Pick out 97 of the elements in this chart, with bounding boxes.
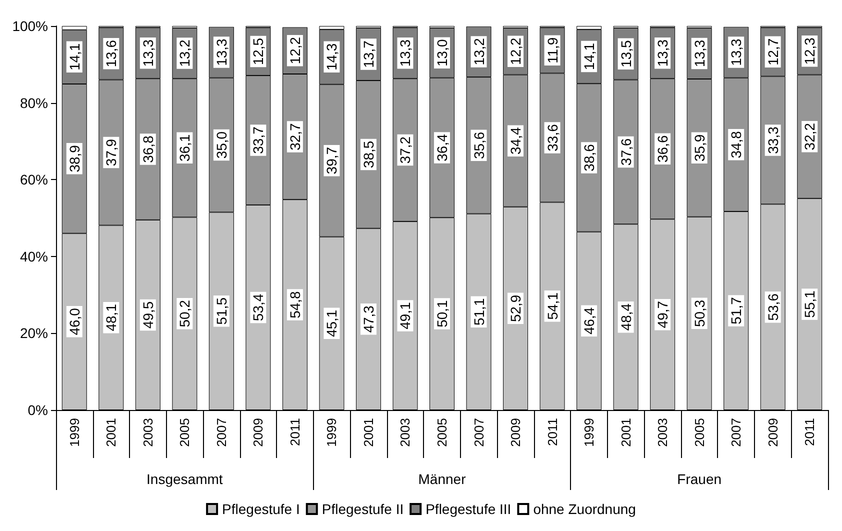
text: Männer — [418, 471, 466, 487]
data-label: 13,0 — [434, 39, 450, 67]
data-label: 47,3 — [360, 305, 376, 333]
data-label: 13,3 — [140, 39, 156, 67]
data-label: 53,6 — [764, 293, 781, 321]
data-label: 32,7 — [286, 122, 303, 150]
data-label: 36,8 — [140, 135, 156, 163]
data-label: 49,1 — [397, 302, 414, 330]
data-label: 54,8 — [286, 290, 303, 318]
x-tick-label: 1999 — [66, 418, 82, 447]
text: Frauen — [677, 471, 722, 487]
data-label: 11,9 — [544, 37, 560, 64]
y-tick-label: 20% — [20, 325, 48, 342]
data-label: 12,2 — [508, 38, 524, 65]
data-label: 34,4 — [508, 126, 524, 154]
legend-label: Pflegestufe I — [222, 501, 300, 517]
data-label: 53,4 — [250, 294, 266, 322]
x-tick-label: 1999 — [582, 418, 597, 447]
data-label: 38,9 — [66, 144, 82, 172]
y-tick-label: 40% — [20, 248, 48, 264]
x-tick-label: 2009 — [765, 418, 780, 447]
data-label: 49,5 — [140, 301, 156, 329]
x-tick-label: 2011 — [802, 418, 818, 446]
legend-label: Pflegestufe III — [426, 501, 512, 517]
x-tick-label: 2007 — [471, 418, 486, 447]
data-label: 13,3 — [691, 40, 708, 68]
data-label: 45,1 — [324, 310, 340, 338]
x-tick-label: 2005 — [434, 418, 450, 447]
x-tick-label: 2011 — [287, 418, 302, 446]
x-tick-label: 2003 — [140, 418, 156, 447]
data-label: 13,3 — [213, 38, 230, 66]
x-tick-label: 2011 — [544, 418, 560, 446]
y-tick-label: 80% — [20, 94, 48, 111]
data-label: 37,2 — [397, 136, 414, 164]
data-label: 37,6 — [618, 138, 634, 166]
data-label: 51,7 — [728, 296, 744, 324]
x-tick-label: 2007 — [728, 418, 744, 447]
data-label: 13,2 — [176, 39, 193, 67]
legend-label: Pflegestufe II — [322, 501, 404, 517]
y-tick-label: 60% — [20, 172, 48, 188]
data-label: 13,3 — [397, 39, 414, 67]
data-label: 33,6 — [544, 124, 560, 152]
data-label: 14,1 — [581, 42, 598, 70]
data-label: 50,1 — [434, 300, 450, 328]
data-label: 35,6 — [470, 132, 487, 160]
data-label: 36,4 — [434, 134, 450, 162]
data-label: 51,1 — [470, 298, 487, 326]
x-tick-label: 1999 — [324, 418, 340, 447]
data-label: 33,3 — [764, 126, 781, 154]
data-label: 52,9 — [508, 294, 524, 322]
data-label: 37,9 — [103, 138, 120, 166]
data-label: 49,7 — [654, 300, 671, 328]
text: Insgesammt — [146, 471, 223, 487]
data-label: 54,1 — [544, 292, 560, 320]
data-label: 51,5 — [213, 297, 230, 325]
data-label: 13,6 — [103, 40, 120, 68]
x-tick-label: 2001 — [104, 418, 119, 447]
data-label: 50,2 — [176, 300, 193, 328]
x-tick-label: 2005 — [177, 418, 192, 447]
data-label: 38,6 — [581, 144, 598, 172]
data-label: 50,3 — [691, 300, 708, 328]
legend-label: ohne Zuordnung — [533, 501, 636, 517]
data-label: 35,9 — [691, 134, 708, 162]
data-label: 13,2 — [470, 38, 487, 66]
data-label: 48,1 — [103, 304, 120, 332]
data-label: 13,3 — [728, 38, 744, 66]
data-label: 46,0 — [66, 308, 82, 336]
data-label: 33,7 — [250, 126, 266, 154]
y-tick-label: 0% — [28, 402, 48, 418]
data-label: 39,7 — [324, 146, 340, 174]
data-label: 12,5 — [250, 38, 266, 66]
x-tick-label: 2001 — [618, 418, 634, 447]
data-label: 32,2 — [802, 122, 818, 150]
data-label: 14,1 — [66, 43, 82, 71]
data-label: 13,5 — [618, 40, 634, 68]
data-label: 46,4 — [581, 307, 598, 335]
x-tick-label: 2001 — [360, 418, 376, 447]
data-label: 14,3 — [324, 43, 340, 71]
data-label: 12,7 — [764, 38, 781, 66]
x-tick-label: 2003 — [398, 418, 413, 447]
data-label: 12,2 — [286, 36, 303, 64]
data-label: 34,8 — [728, 130, 744, 158]
data-label: 13,3 — [654, 39, 671, 67]
data-label: 55,1 — [802, 290, 818, 318]
data-label: 13,7 — [360, 40, 376, 68]
data-label: 38,5 — [360, 140, 376, 168]
y-tick-label: 100% — [12, 18, 48, 34]
x-tick-label: 2007 — [214, 418, 229, 447]
data-label: 35,0 — [213, 131, 230, 159]
x-tick-label: 2009 — [508, 418, 524, 447]
x-tick-label: 2003 — [655, 418, 670, 447]
data-label: 12,3 — [802, 37, 818, 65]
x-tick-label: 2005 — [692, 418, 707, 447]
x-tick-label: 2009 — [250, 418, 266, 447]
data-label: 36,6 — [654, 135, 671, 163]
data-label: 36,1 — [176, 134, 193, 162]
data-label: 48,4 — [618, 303, 634, 331]
